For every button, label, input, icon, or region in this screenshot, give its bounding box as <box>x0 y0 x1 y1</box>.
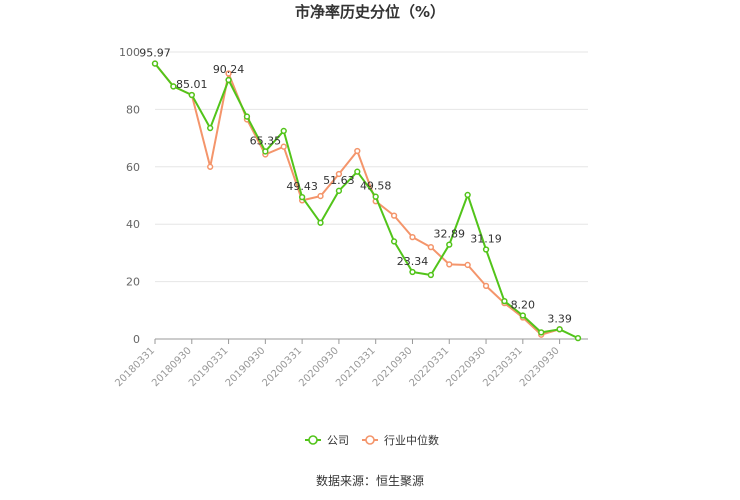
company-point <box>556 326 563 333</box>
chart-title: 市净率历史分位（%） <box>295 3 445 21</box>
industry-median-point <box>354 147 361 155</box>
industry-median-point <box>225 70 232 77</box>
data-labels: 95.97 85.01 90.24 65.35 49.43 51.63 49.58 23.34… <box>139 47 572 326</box>
data-label: 90.24 <box>213 63 245 76</box>
data-label: 51.63 <box>323 174 355 187</box>
grid <box>155 51 588 340</box>
company-point <box>538 329 545 336</box>
company-series-line <box>154 62 579 340</box>
y-tick-label: 40 <box>126 218 140 231</box>
x-axis: 2018033120180930201903312019093020200331… <box>113 339 562 389</box>
y-axis-ticks: 0 20 40 60 80 100 <box>119 46 140 346</box>
company-point <box>298 193 306 201</box>
legend-label: 行业中位数 <box>384 433 439 447</box>
industry-median-point <box>409 233 416 241</box>
y-tick-label: 100 <box>119 46 140 59</box>
data-label: 85.01 <box>176 78 208 91</box>
company-point <box>427 271 435 279</box>
industry-median-point <box>280 143 287 150</box>
company-point <box>188 91 195 99</box>
y-tick-label: 20 <box>126 276 140 289</box>
data-label: 8.20 <box>511 298 536 311</box>
industry-median-point <box>317 192 324 200</box>
industry-median-point <box>446 261 453 268</box>
legend-marker <box>308 435 318 445</box>
industry-median-point <box>464 261 471 269</box>
data-label: 49.43 <box>286 180 318 193</box>
y-tick-label: 80 <box>126 103 140 116</box>
company-point <box>207 124 214 132</box>
legend-marker <box>365 435 375 445</box>
source-note: 数据来源：恒生聚源 <box>316 473 424 488</box>
data-label: 23.34 <box>397 255 429 268</box>
y-tick-label: 60 <box>126 161 140 174</box>
industry-median-point <box>207 163 214 170</box>
company-point <box>446 241 453 248</box>
legend-item-company[interactable]: 公司 <box>305 434 349 447</box>
industry-median-point <box>335 170 343 178</box>
data-label: 32.89 <box>434 228 466 241</box>
company-point <box>170 83 177 90</box>
company-point <box>574 334 582 342</box>
data-label: 31.19 <box>470 232 502 245</box>
legend-item-industry-median[interactable]: 行业中位数 <box>362 433 439 447</box>
company-point <box>280 127 287 135</box>
company-point <box>409 268 416 276</box>
legend-label: 公司 <box>327 434 349 447</box>
industry-median-point <box>427 244 435 251</box>
company-point <box>262 148 269 155</box>
company-point <box>464 191 471 199</box>
company-point <box>225 76 232 84</box>
industry-median-point <box>390 212 398 219</box>
company-point <box>243 113 251 120</box>
data-label: 3.39 <box>547 312 572 325</box>
company-point <box>354 168 361 175</box>
data-label: 49.58 <box>360 180 392 193</box>
company-point <box>335 187 343 194</box>
company-point <box>390 238 398 245</box>
company-point <box>501 297 508 305</box>
data-label: 65.35 <box>250 134 282 147</box>
company-point <box>372 193 379 200</box>
legend[interactable]: 公司 行业中位数 <box>305 433 439 447</box>
x-tick-label: 20230930 <box>518 345 562 389</box>
series-layer <box>151 60 582 342</box>
y-tick-label: 0 <box>133 333 140 346</box>
company-point <box>519 312 526 319</box>
data-label: 95.97 <box>139 47 171 60</box>
company-point <box>317 219 324 226</box>
company-point <box>151 60 159 67</box>
industry-median-series-line <box>154 62 560 336</box>
company-point <box>482 246 490 253</box>
industry-median-point <box>482 282 490 290</box>
